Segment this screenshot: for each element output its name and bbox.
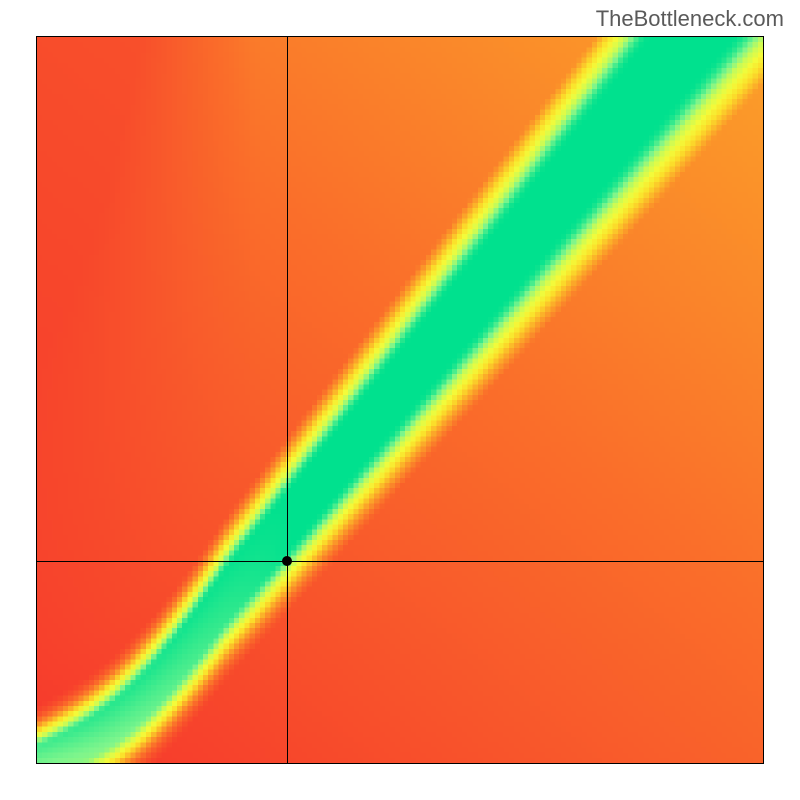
crosshair-marker xyxy=(282,556,292,566)
heatmap-canvas xyxy=(37,37,763,763)
crosshair-horizontal xyxy=(37,561,763,562)
crosshair-vertical xyxy=(287,37,288,763)
heatmap-plot xyxy=(36,36,764,764)
watermark-text: TheBottleneck.com xyxy=(596,6,784,32)
